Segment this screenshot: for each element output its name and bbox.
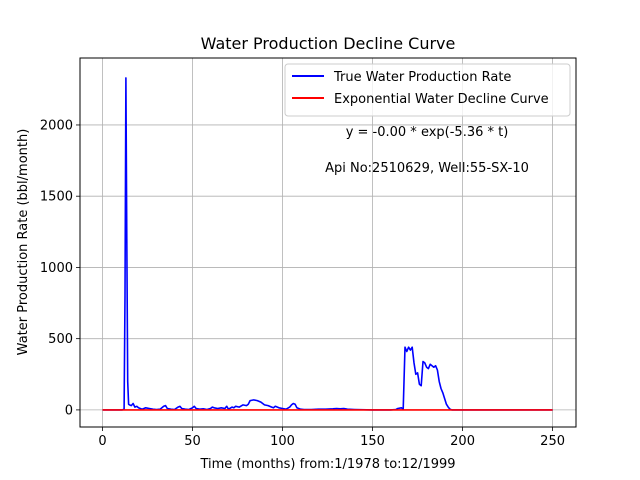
y-tick-label: 500 [48,332,73,347]
x-tick-label: 100 [270,434,295,449]
series-layer [102,77,553,411]
x-tick-label: 250 [540,434,565,449]
y-axis-ticks: 0 500 1000 1500 2000 [40,118,80,418]
plot-area-frame [79,57,577,428]
grid-lines [80,58,576,427]
chart-title: Water Production Decline Curve [201,34,456,53]
y-tick-label: 1500 [40,190,73,205]
legend-box [284,63,571,117]
well-annotation: Api No:2510629, Well:55-SX-10 [325,161,529,176]
x-axis-ticks: 0 50 100 150 200 250 [98,427,565,449]
legend-label-true-water: True Water Production Rate [333,70,511,85]
y-tick-label: 1000 [40,261,73,276]
x-tick-label: 200 [450,434,475,449]
x-axis-label: Time (months) from:1/1978 to:12/1999 [199,457,455,472]
y-axis-label: Water Production Rate (bbl/month) [16,129,31,356]
x-tick-label: 0 [98,434,106,449]
equation-annotation: y = -0.00 * exp(-5.36 * t) [346,125,509,140]
legend: True Water Production Rate Exponential W… [284,63,571,117]
y-tick-label: 0 [65,403,73,418]
y-tick-label: 2000 [40,118,73,133]
x-tick-label: 50 [184,434,201,449]
x-tick-label: 150 [360,434,385,449]
legend-label-exponential-decline: Exponential Water Decline Curve [334,92,549,107]
